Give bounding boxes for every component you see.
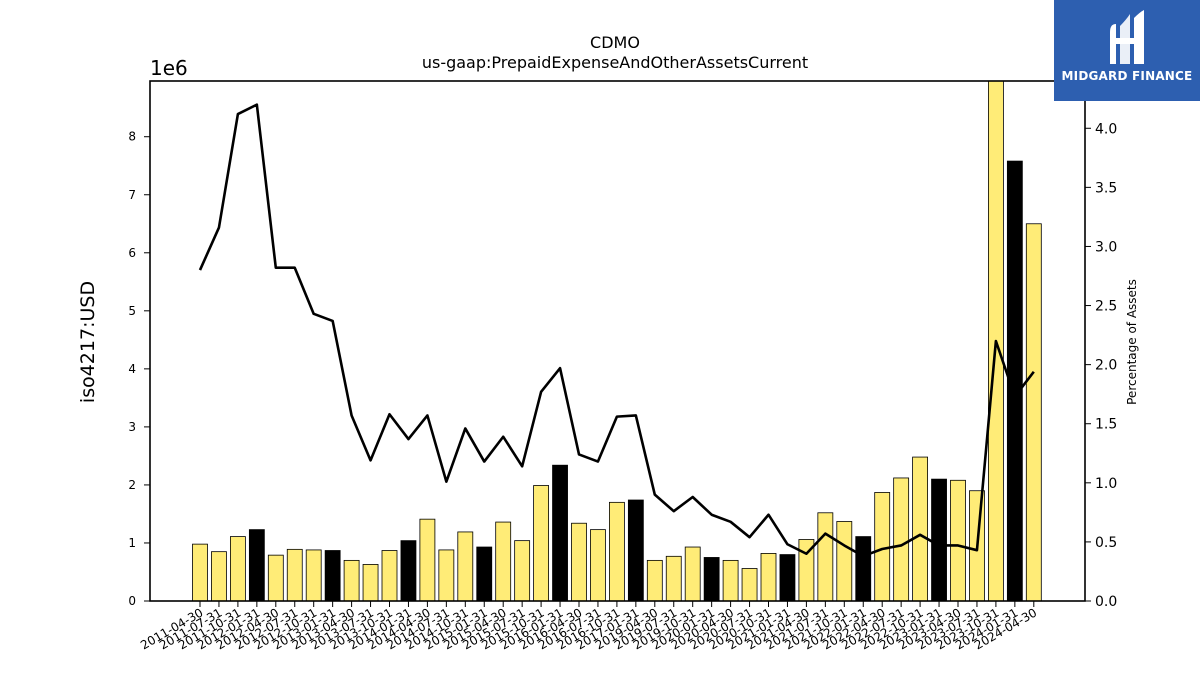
y2-tick-label: 1.0 [1095, 476, 1117, 492]
axes-group: 0123456780.00.51.01.52.02.53.03.54.02011… [128, 80, 1117, 652]
bar-2015-07-31 [514, 540, 531, 602]
line-group [198, 103, 1035, 558]
bar-2013-01-31 [324, 550, 341, 602]
plot-frame [149, 80, 1086, 602]
bar-2023-01-31 [931, 478, 947, 602]
y2-tick-label: 0.5 [1095, 535, 1117, 551]
bar-2021-10-31 [836, 521, 853, 602]
bar-2016-07-31 [590, 529, 606, 602]
percentage-line [198, 103, 1035, 558]
bar-2024-04-30 [1025, 223, 1042, 602]
logo-text: MIDGARD FINANCE [1061, 69, 1193, 83]
y-tick-label: 4 [128, 362, 136, 376]
bar-2019-04-30 [646, 559, 663, 602]
bar-2015-10-31 [533, 485, 549, 602]
bar-2017-01-31 [627, 499, 644, 602]
bar-2020-04-30 [722, 559, 739, 602]
y-tick-label: 7 [128, 188, 136, 202]
y2-axis-label: Percentage of Assets [1125, 279, 1139, 405]
y2-tick-label: 1.5 [1095, 417, 1117, 433]
bar-2019-10-31 [684, 546, 701, 602]
bar-2023-04-30 [950, 479, 966, 602]
y2-tick-label: 3.5 [1095, 180, 1117, 196]
y2-tick-label: 4.0 [1095, 121, 1117, 137]
y2-tick-label: 3.0 [1095, 239, 1117, 255]
y-axis-label: iso4217:USD [77, 281, 99, 403]
y-tick-label: 2 [128, 478, 136, 492]
bar-2012-04-30 [267, 554, 284, 602]
bar-2014-01-31 [400, 540, 417, 602]
bar-2016-01-31 [552, 464, 568, 602]
y-tick-label: 5 [128, 304, 136, 318]
bar-2011-07-31 [211, 551, 227, 602]
bar-2021-01-31 [779, 554, 796, 602]
bar-2013-07-31 [362, 564, 379, 602]
bar-2015-04-30 [495, 521, 512, 602]
bar-2015-01-31 [476, 546, 493, 602]
y2-tick-label: 2.5 [1095, 299, 1117, 315]
bar-2012-01-31 [248, 529, 265, 602]
y-offset-label: 1e6 [150, 56, 188, 80]
bar-2022-01-31 [855, 536, 872, 602]
bar-2013-10-31 [381, 550, 398, 602]
bar-2020-10-31 [760, 553, 777, 602]
bar-2022-07-31 [893, 477, 910, 602]
y2-tick-label: 2.0 [1095, 358, 1117, 374]
y-tick-label: 1 [128, 536, 136, 550]
bar-2016-10-31 [609, 501, 625, 602]
bar-2014-04-30 [419, 518, 436, 602]
bar-2019-07-31 [665, 555, 682, 602]
bar-2014-10-31 [457, 531, 474, 602]
y-tick-label: 0 [128, 594, 136, 608]
bar-2016-04-30 [571, 522, 587, 602]
logo: MIDGARD FINANCE [1054, 0, 1200, 101]
bar-2012-07-31 [286, 548, 303, 602]
bar-2022-10-31 [912, 456, 928, 602]
bar-2012-10-31 [305, 549, 322, 602]
bar-2011-10-31 [229, 536, 246, 602]
bar-2020-01-31 [703, 557, 720, 602]
chart-title: CDMO [590, 33, 640, 52]
bar-2013-04-30 [343, 559, 360, 602]
y-tick-label: 8 [128, 130, 136, 144]
bar-2014-07-31 [438, 549, 455, 602]
chart-subtitle: us-gaap:PrepaidExpenseAndOtherAssetsCurr… [422, 53, 808, 72]
y-tick-label: 3 [128, 420, 136, 434]
bar-2021-07-31 [817, 512, 834, 602]
y2-tick-label: 0.0 [1095, 594, 1117, 610]
y-tick-label: 6 [128, 246, 136, 260]
bar-2020-07-31 [741, 568, 758, 602]
bar-2011-04-30 [192, 543, 208, 602]
logo-mark-icon [1110, 10, 1144, 64]
bars-group [192, 80, 1042, 602]
